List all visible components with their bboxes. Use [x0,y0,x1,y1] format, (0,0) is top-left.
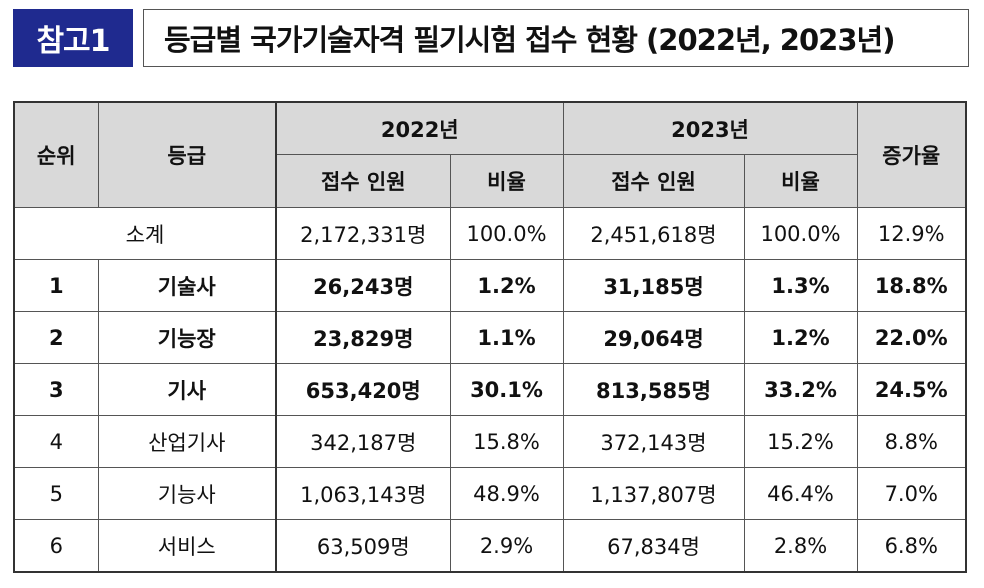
header-year-2022: 2022년 [275,101,564,155]
rank-cell: 3 [13,363,99,416]
applicants-2023-cell: 1,137,807명 [562,467,745,520]
growth-cell: 6.8% [856,519,967,573]
applicants-2023-cell: 372,143명 [562,415,745,468]
subtotal-ratio-2023: 100.0% [743,207,858,260]
table-row: 5 기능사 1,063,143명 48.9% 1,137,807명 46.4% … [13,467,967,520]
table-row: 1 기술사 26,243명 1.2% 31,185명 1.3% 18.8% [13,259,967,312]
growth-cell: 24.5% [856,363,967,416]
grade-cell: 기능사 [97,467,277,520]
applicants-2023-cell: 31,185명 [562,259,745,312]
reference-tag: 참고1 [13,9,133,67]
ratio-2023-cell: 15.2% [743,415,858,468]
applicants-2023-cell: 29,064명 [562,311,745,364]
table-row: 6 서비스 63,509명 2.9% 67,834명 2.8% 6.8% [13,519,967,573]
growth-cell: 22.0% [856,311,967,364]
ratio-2022-cell: 15.8% [449,415,564,468]
subtotal-applicants-2022: 2,172,331명 [275,207,451,260]
applicants-2022-cell: 1,063,143명 [275,467,451,520]
subtotal-applicants-2023: 2,451,618명 [562,207,745,260]
applicants-2023-cell: 813,585명 [562,363,745,416]
ratio-2023-cell: 2.8% [743,519,858,573]
applicants-2023-cell: 67,834명 [562,519,745,573]
applicants-2022-cell: 653,420명 [275,363,451,416]
rank-cell: 6 [13,519,99,573]
subtotal-growth: 12.9% [856,207,967,260]
header-ratio-2022: 비율 [449,154,564,208]
applicants-2022-cell: 342,187명 [275,415,451,468]
grade-cell: 기술사 [97,259,277,312]
subtotal-ratio-2022: 100.0% [449,207,564,260]
ratio-2022-cell: 1.1% [449,311,564,364]
registration-table: 순위 등급 2022년 2023년 증가율 접수 인원 비율 접수 인원 비율 … [13,101,967,573]
header-applicants-2022: 접수 인원 [275,154,451,208]
header-row-years: 순위 등급 2022년 2023년 증가율 [13,101,967,208]
header-row-metrics: 접수 인원 비율 접수 인원 비율 [14,154,966,208]
growth-cell: 7.0% [856,467,967,520]
header-grade: 등급 [97,101,277,208]
table-row: 2 기능장 23,829명 1.1% 29,064명 1.2% 22.0% [13,311,967,364]
header-ratio-2023: 비율 [743,154,858,208]
rank-cell: 1 [13,259,99,312]
grade-cell: 기능장 [97,311,277,364]
ratio-2023-cell: 1.2% [743,311,858,364]
table-row: 4 산업기사 342,187명 15.8% 372,143명 15.2% 8.8… [13,415,967,468]
rank-cell: 4 [13,415,99,468]
grade-cell: 서비스 [97,519,277,573]
page-header: 참고1 등급별 국가기술자격 필기시험 접수 현황 (2022년, 2023년) [13,9,969,67]
growth-cell: 18.8% [856,259,967,312]
growth-cell: 8.8% [856,415,967,468]
applicants-2022-cell: 26,243명 [275,259,451,312]
ratio-2022-cell: 2.9% [449,519,564,573]
applicants-2022-cell: 23,829명 [275,311,451,364]
grade-cell: 기사 [97,363,277,416]
ratio-2022-cell: 1.2% [449,259,564,312]
subtotal-label: 소계 [13,207,277,260]
header-growth: 증가율 [856,101,967,208]
ratio-2022-cell: 48.9% [449,467,564,520]
rank-cell: 5 [13,467,99,520]
header-year-2023: 2023년 [562,101,858,155]
subtotal-row: 소계 2,172,331명 100.0% 2,451,618명 100.0% 1… [13,207,967,260]
page-title: 등급별 국가기술자격 필기시험 접수 현황 (2022년, 2023년) [164,23,895,57]
ratio-2022-cell: 30.1% [449,363,564,416]
table-row: 3 기사 653,420명 30.1% 813,585명 33.2% 24.5% [13,363,967,416]
grade-cell: 산업기사 [97,415,277,468]
ratio-2023-cell: 1.3% [743,259,858,312]
rank-cell: 2 [13,311,99,364]
ratio-2023-cell: 46.4% [743,467,858,520]
header-rank: 순위 [13,101,99,208]
title-box: 등급별 국가기술자격 필기시험 접수 현황 (2022년, 2023년) [143,9,969,67]
ratio-2023-cell: 33.2% [743,363,858,416]
applicants-2022-cell: 63,509명 [275,519,451,573]
header-applicants-2023: 접수 인원 [562,154,745,208]
